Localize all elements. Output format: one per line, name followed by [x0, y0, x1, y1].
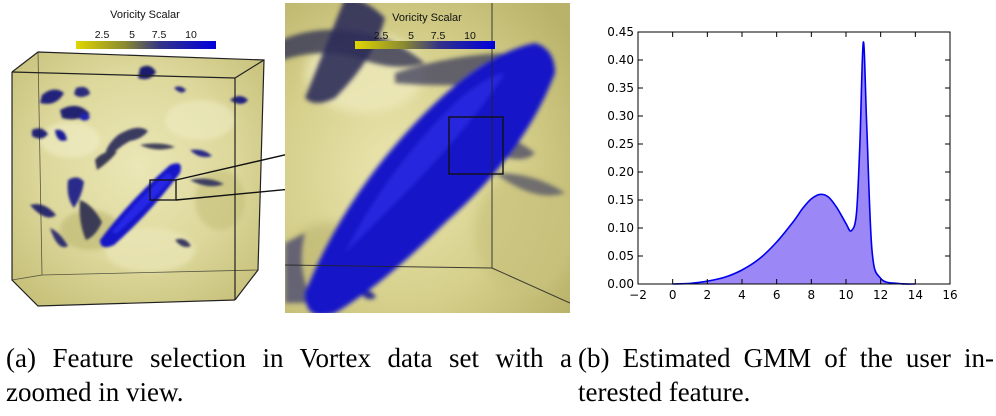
y-tick-label: 0.15 [607, 193, 634, 207]
chart-axes: −2 0 2 4 6 8 10 12 14 16 0.00 0.05 0.10 0.15 0.20 0.25 0… [607, 25, 957, 302]
volume-rendering-panel: Voricity Scalar 2.5 5 7.5 10 [0, 0, 275, 315]
x-tick-label: 6 [773, 288, 781, 302]
y-tick-label: 0.00 [607, 277, 634, 291]
x-tick-label: 4 [738, 288, 746, 302]
y-tick-label: 0.25 [607, 137, 634, 151]
zoom-colorbar-tick: 2.5 [374, 30, 389, 42]
gmm-chart: −2 0 2 4 6 8 10 12 14 16 0.00 0.05 0.10 0.15 0.20 0.25 0… [607, 25, 957, 302]
zoom-colorbar-tick: 5 [408, 30, 414, 42]
zoom-colorbar-title: Voricity Scalar [392, 12, 462, 24]
caption-a-line2: zoomed in view. [6, 377, 184, 407]
zoom-selection-box [448, 116, 504, 175]
caption-b-line1: (b) Estimated GMM of the user in- [578, 343, 994, 373]
caption-a-line1: (a) Feature selection in Vortex data set… [6, 343, 572, 373]
vortex-volume-image: Voricity Scalar 2.5 5 7.5 10 [11, 9, 265, 307]
gmm-area [672, 41, 916, 285]
x-tick-label: 14 [908, 288, 923, 302]
colorbar-tick: 7.5 [152, 29, 167, 41]
colorbar [76, 41, 216, 49]
zoomed-vortex-image: Voricity Scalar 2.5 5 7.5 10 [285, 3, 570, 313]
zoomed-view-panel: Voricity Scalar 2.5 5 7.5 10 [285, 3, 570, 313]
colorbar-tick: 5 [129, 29, 135, 41]
x-tick-label: 2 [704, 288, 712, 302]
colorbar-tick: 2.5 [95, 29, 110, 41]
cube-wireframe [11, 51, 265, 307]
gmm-line [672, 41, 916, 285]
x-tick-label: −2 [629, 288, 647, 302]
y-tick-label: 0.20 [607, 165, 634, 179]
selection-box [149, 179, 177, 201]
x-tick-label: 10 [838, 288, 853, 302]
caption-b: (b) Estimated GMM of the user in- terest… [578, 341, 994, 409]
zoom-colorbar-tick: 10 [464, 30, 476, 42]
zoom-colorbar [355, 41, 495, 49]
y-tick-label: 0.40 [607, 53, 634, 67]
y-tick-label: 0.10 [607, 221, 634, 235]
x-tick-label: 8 [808, 288, 816, 302]
colorbar-tick: 10 [185, 29, 197, 41]
colorbar-title: Voricity Scalar [110, 9, 180, 21]
x-tick-label: 0 [669, 288, 677, 302]
y-tick-label: 0.35 [607, 81, 634, 95]
plot-frame [637, 31, 951, 285]
x-tick-label: 12 [873, 288, 888, 302]
x-tick-label: 16 [942, 288, 957, 302]
caption-a: (a) Feature selection in Vortex data set… [6, 341, 572, 409]
chart-marks [672, 41, 916, 285]
gmm-chart-panel: −2 0 2 4 6 8 10 12 14 16 0.00 0.05 0.10 0.15 0.20 0.25 0… [590, 22, 990, 302]
y-tick-label: 0.05 [607, 249, 634, 263]
zoom-colorbar-tick: 7.5 [431, 30, 446, 42]
y-tick-label: 0.30 [607, 109, 634, 123]
caption-b-line2: terested feature. [578, 377, 751, 407]
y-tick-label: 0.45 [607, 25, 634, 39]
